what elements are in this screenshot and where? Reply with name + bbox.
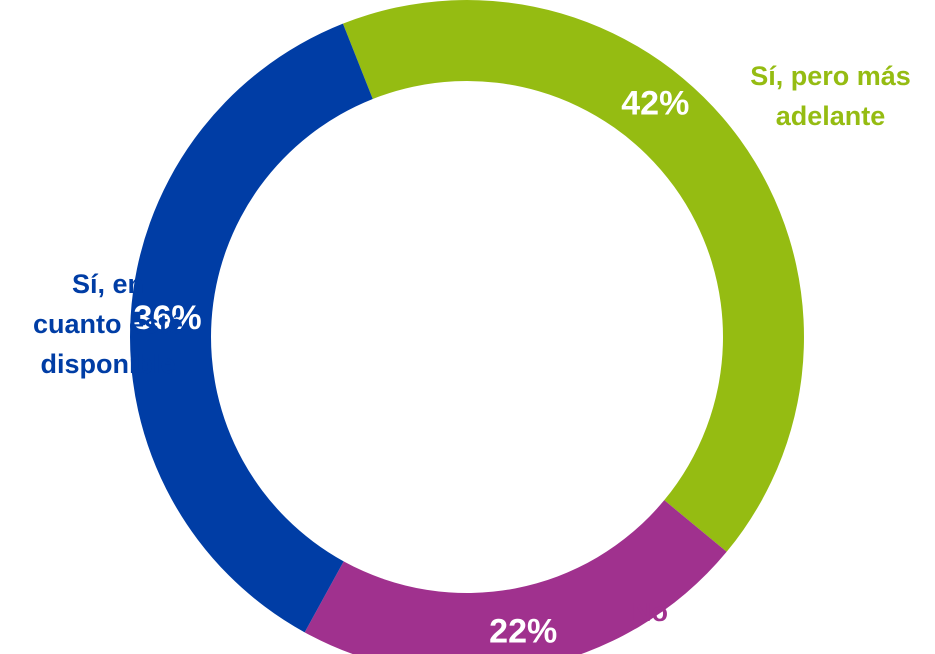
category-label-si-en-cuanto-este-disponible: Sí, en cuanto esté disponible [8,264,208,384]
slice-si-pero-mas-adelante [342,0,804,552]
category-label-line: No [632,597,668,627]
value-label-no: 22% [489,613,557,651]
category-label-line: Sí, pero más [750,61,911,91]
category-label-si-pero-mas-adelante: Sí, pero más adelante [738,56,923,136]
category-label-line: disponible [40,349,176,379]
category-label-line: cuanto esté [32,309,184,339]
category-label-line: Sí, en [71,269,145,299]
slice-no [304,500,727,654]
value-labels-group: 42% 22% 36% [134,84,690,650]
category-label-line: adelante [775,101,886,131]
slice-si-en-cuanto-este-disponible [129,23,373,633]
value-label-si-en-cuanto-este-disponible: 36% [134,299,202,337]
value-label-si-pero-mas-adelante: 42% [621,84,689,122]
category-label-no: No [610,592,690,632]
slices-group [129,0,804,654]
